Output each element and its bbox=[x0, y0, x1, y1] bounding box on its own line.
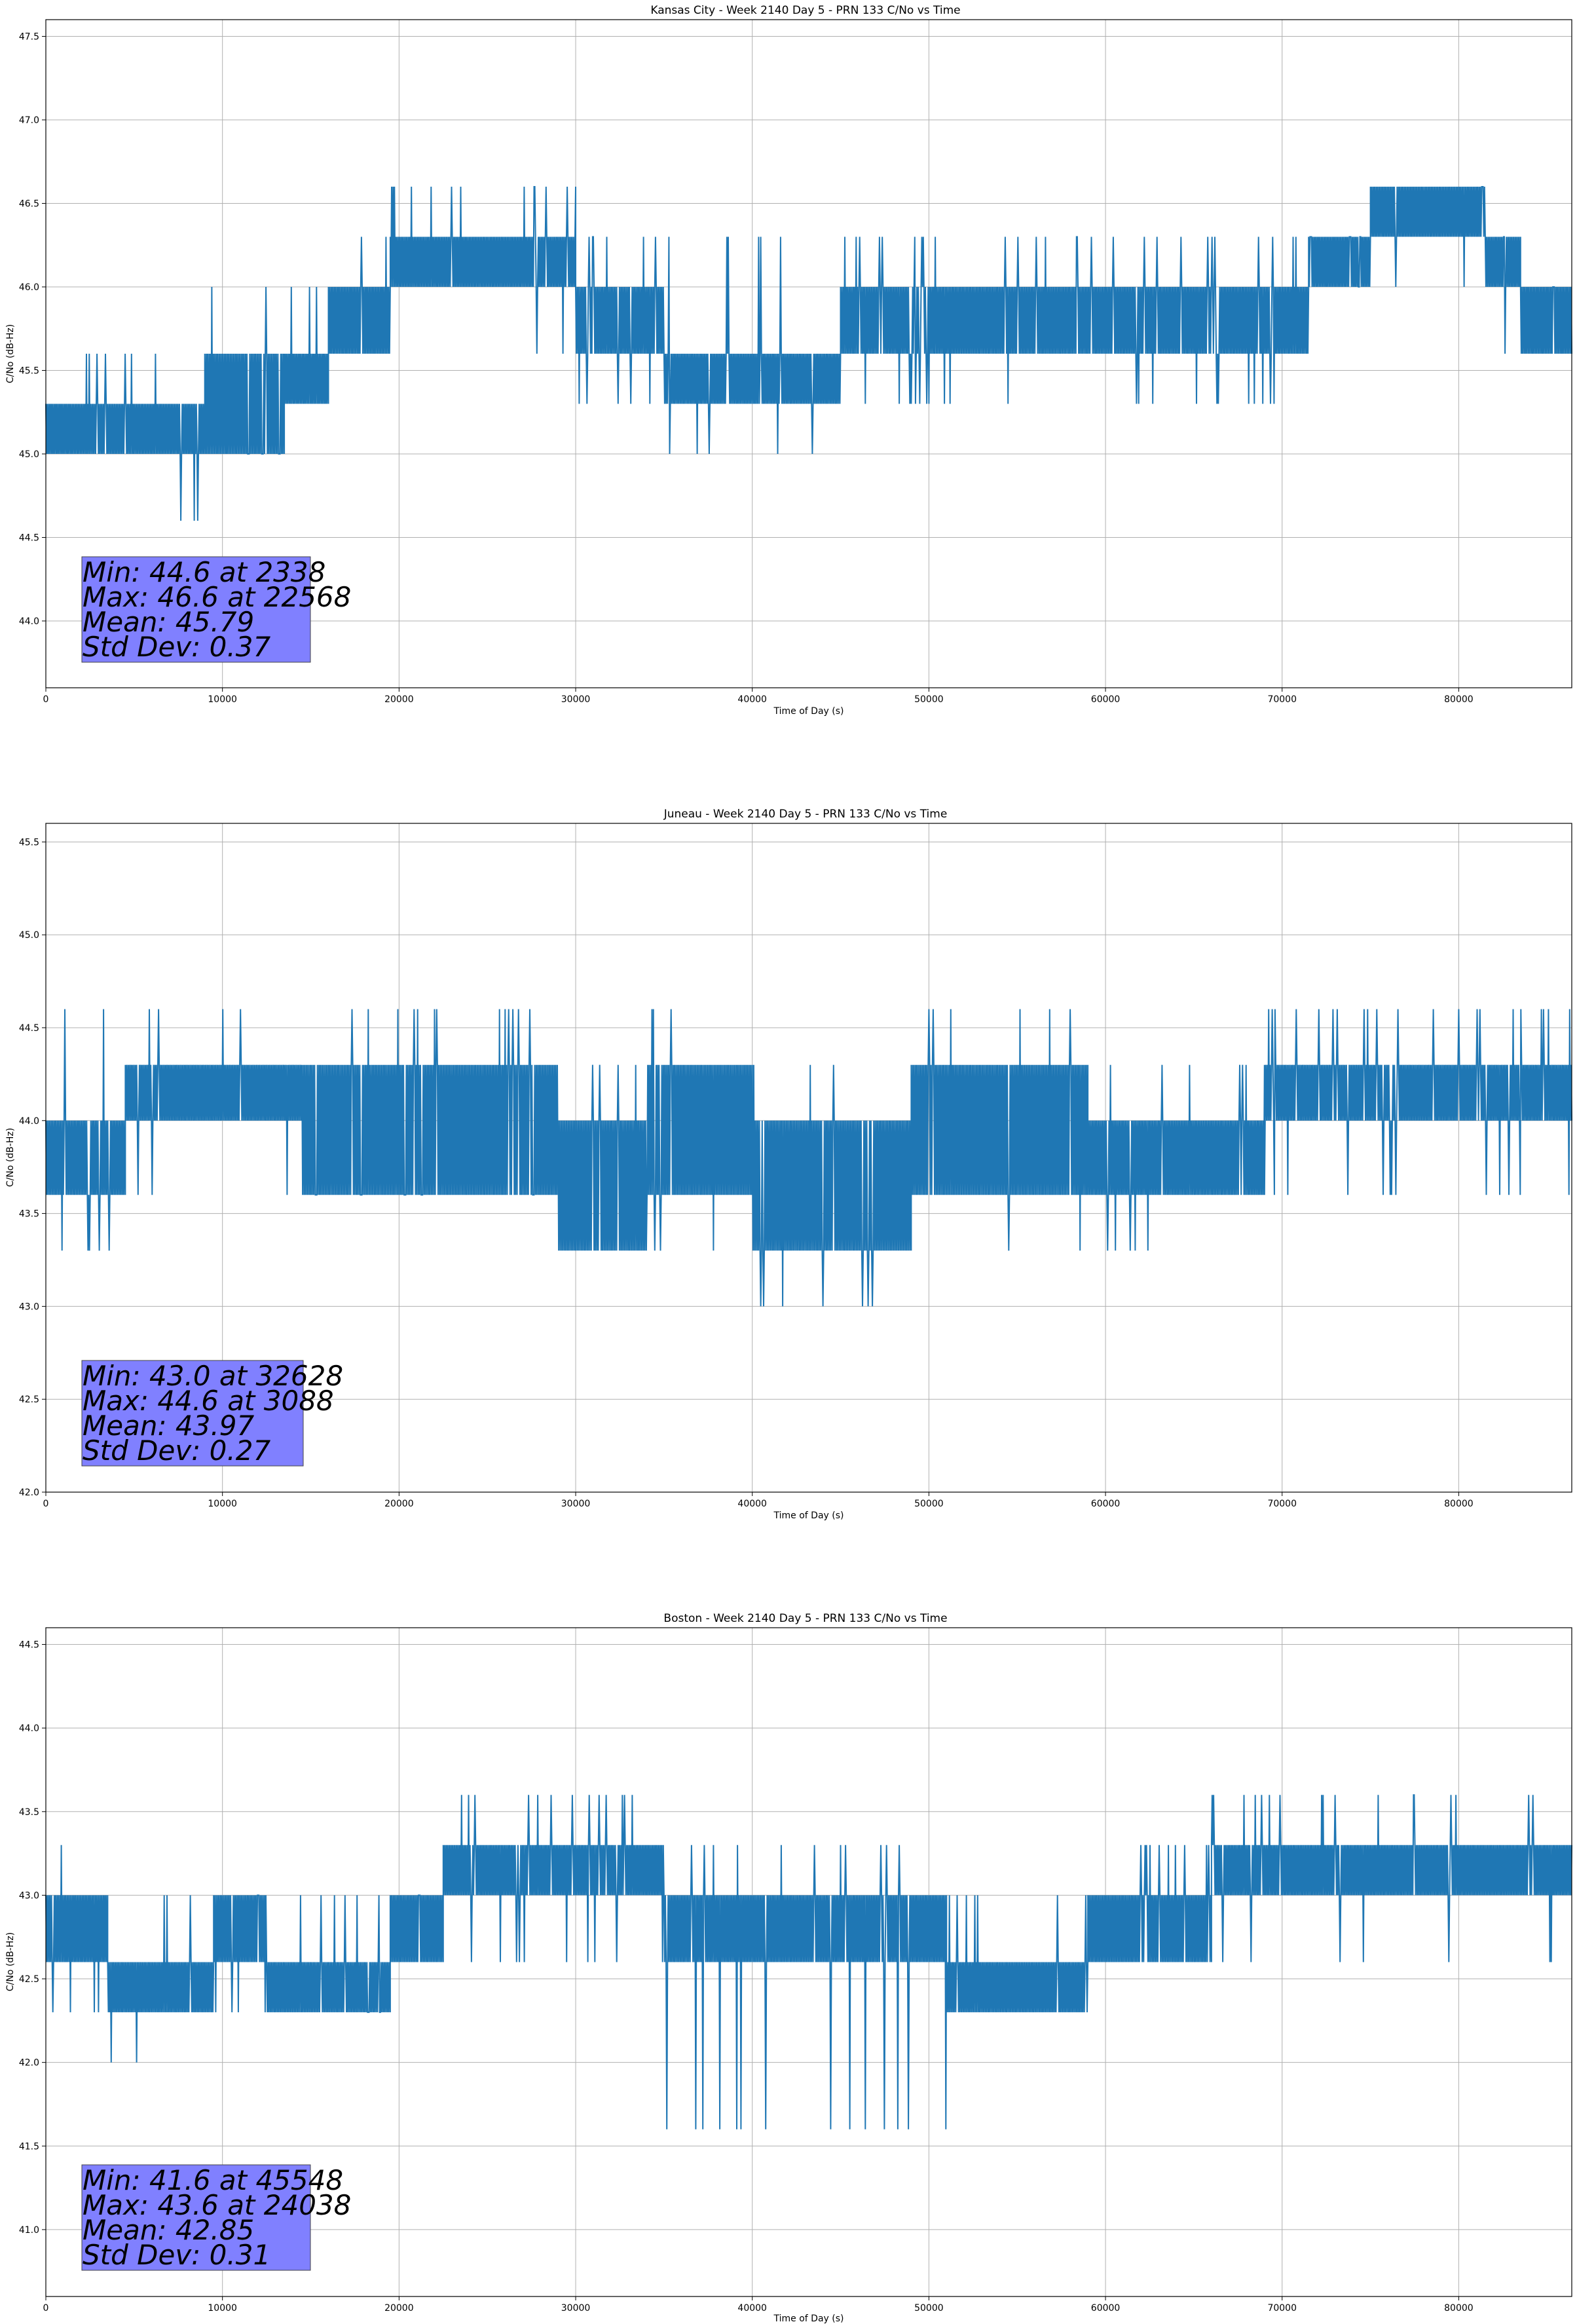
y-ticks: 44.0 44.5 45.0 45.5 46.0 46.5 47.0 47.5 bbox=[19, 32, 46, 627]
stats-box: Min: 41.6 at 45548 Max: 43.6 at 24038 Me… bbox=[81, 2164, 351, 2271]
stats-mean: Mean: 42.85 bbox=[83, 2214, 254, 2246]
stats-box: Min: 44.6 at 2338 Max: 46.6 at 22568 Mea… bbox=[81, 556, 351, 663]
x-tick-label: 30000 bbox=[561, 1499, 591, 1509]
y-tick-label: 44.5 bbox=[19, 1023, 39, 1034]
y-tick-label: 46.0 bbox=[19, 282, 39, 293]
x-tick-label: 50000 bbox=[914, 2303, 944, 2314]
y-tick-label: 43.0 bbox=[19, 1890, 39, 1901]
y-tick-label: 45.5 bbox=[19, 366, 39, 377]
stats-box-background bbox=[81, 1360, 304, 1467]
x-tick-label: 30000 bbox=[561, 694, 591, 705]
y-tick-label: 44.5 bbox=[19, 533, 39, 544]
x-tick-label: 60000 bbox=[1091, 694, 1121, 705]
y-tick-label: 42.5 bbox=[19, 1974, 39, 1985]
y-tick-label: 47.0 bbox=[19, 115, 39, 126]
y-tick-label: 43.5 bbox=[19, 1807, 39, 1818]
stats-max: Max: 46.6 at 22568 bbox=[83, 581, 351, 613]
chart-panel-juneau: Juneau - Week 2140 Day 5 - PRN 133 C/No … bbox=[5, 808, 1572, 1521]
stats-std-dev: Std Dev: 0.27 bbox=[83, 1434, 270, 1467]
series-line bbox=[45, 1794, 1572, 2129]
y-tick-label: 43.5 bbox=[19, 1209, 39, 1220]
x-ticks: 0 10000 20000 30000 40000 50000 60000 70000 8000… bbox=[43, 1492, 1474, 1509]
y-tick-label: 46.5 bbox=[19, 199, 39, 210]
x-axis-label: Time of Day (s) bbox=[773, 1510, 844, 1521]
y-tick-label: 45.0 bbox=[19, 930, 39, 941]
stats-box-background bbox=[81, 556, 311, 663]
axes-frame bbox=[45, 1627, 1572, 2297]
y-axis-label: C/No (dB-Hz) bbox=[5, 1932, 16, 1991]
x-tick-label: 10000 bbox=[208, 694, 237, 705]
x-axis-label: Time of Day (s) bbox=[773, 2314, 844, 2324]
x-tick-label: 40000 bbox=[737, 2303, 767, 2314]
x-ticks: 0 10000 20000 30000 40000 50000 60000 70000 8000… bbox=[43, 688, 1474, 705]
stats-min: Min: 43.0 at 32628 bbox=[83, 1360, 343, 1392]
x-tick-label: 70000 bbox=[1267, 694, 1297, 705]
chart-title: Boston - Week 2140 Day 5 - PRN 133 C/No … bbox=[663, 1612, 947, 1625]
x-tick-label: 80000 bbox=[1444, 694, 1474, 705]
y-axis-label: C/No (dB-Hz) bbox=[5, 324, 16, 383]
stats-mean: Mean: 45.79 bbox=[83, 606, 254, 638]
y-tick-label: 45.0 bbox=[19, 449, 39, 460]
stats-box-background bbox=[81, 2164, 311, 2271]
x-tick-label: 0 bbox=[43, 2303, 49, 2314]
stats-min: Min: 44.6 at 2338 bbox=[83, 556, 325, 588]
x-axis-label: Time of Day (s) bbox=[773, 706, 844, 717]
y-tick-label: 41.5 bbox=[19, 2141, 39, 2152]
x-tick-label: 40000 bbox=[737, 1499, 767, 1509]
chart-panel-boston: Boston - Week 2140 Day 5 - PRN 133 C/No … bbox=[5, 1612, 1572, 2324]
x-tick-label: 0 bbox=[43, 1499, 49, 1509]
y-tick-label: 45.5 bbox=[19, 837, 39, 848]
x-tick-label: 10000 bbox=[208, 1499, 237, 1509]
stats-mean: Mean: 43.97 bbox=[83, 1410, 254, 1442]
x-tick-label: 30000 bbox=[561, 2303, 591, 2314]
x-tick-label: 0 bbox=[43, 694, 49, 705]
stats-min: Min: 41.6 at 45548 bbox=[83, 2164, 343, 2196]
stats-std-dev: Std Dev: 0.37 bbox=[83, 631, 270, 663]
y-tick-label: 42.0 bbox=[19, 1488, 39, 1498]
series-line bbox=[45, 1009, 1572, 1307]
stats-max: Max: 43.6 at 24038 bbox=[83, 2189, 351, 2221]
chart-title: Kansas City - Week 2140 Day 5 - PRN 133 … bbox=[650, 4, 960, 17]
chart-panel-kansas-city: Kansas City - Week 2140 Day 5 - PRN 133 … bbox=[5, 4, 1572, 717]
y-ticks: 42.0 42.5 43.0 43.5 44.0 44.5 45.0 45.5 bbox=[19, 837, 46, 1498]
y-tick-label: 42.5 bbox=[19, 1395, 39, 1405]
y-ticks: 41.0 41.5 42.0 42.5 43.0 43.5 44.0 44.5 bbox=[19, 1640, 46, 2236]
y-tick-label: 43.0 bbox=[19, 1302, 39, 1312]
x-tick-label: 80000 bbox=[1444, 2303, 1474, 2314]
y-tick-label: 44.0 bbox=[19, 616, 39, 627]
stats-std-dev: Std Dev: 0.31 bbox=[83, 2239, 270, 2271]
x-tick-label: 70000 bbox=[1267, 2303, 1297, 2314]
stats-box: Min: 43.0 at 32628 Max: 44.6 at 3088 Mea… bbox=[81, 1360, 343, 1467]
y-tick-label: 47.5 bbox=[19, 32, 39, 43]
y-axis-label: C/No (dB-Hz) bbox=[5, 1128, 16, 1187]
x-tick-label: 70000 bbox=[1267, 1499, 1297, 1509]
x-tick-label: 60000 bbox=[1091, 2303, 1121, 2314]
x-tick-label: 20000 bbox=[384, 2303, 414, 2314]
x-tick-label: 50000 bbox=[914, 694, 944, 705]
x-tick-label: 80000 bbox=[1444, 1499, 1474, 1509]
y-tick-label: 44.5 bbox=[19, 1640, 39, 1651]
y-tick-label: 44.0 bbox=[19, 1116, 39, 1127]
x-tick-label: 40000 bbox=[737, 694, 767, 705]
axes-frame bbox=[45, 823, 1572, 1493]
x-tick-label: 60000 bbox=[1091, 1499, 1121, 1509]
y-tick-label: 44.0 bbox=[19, 1723, 39, 1734]
y-tick-label: 42.0 bbox=[19, 2058, 39, 2069]
chart-title: Juneau - Week 2140 Day 5 - PRN 133 C/No … bbox=[663, 808, 948, 821]
x-tick-label: 10000 bbox=[208, 2303, 237, 2314]
series-line bbox=[45, 186, 1572, 521]
axes-frame bbox=[45, 19, 1572, 688]
stats-max: Max: 44.6 at 3088 bbox=[83, 1385, 334, 1417]
x-tick-label: 50000 bbox=[914, 1499, 944, 1509]
y-tick-label: 41.0 bbox=[19, 2225, 39, 2236]
x-tick-label: 20000 bbox=[384, 694, 414, 705]
x-ticks: 0 10000 20000 30000 40000 50000 60000 70000 8000… bbox=[43, 2296, 1474, 2314]
x-tick-label: 20000 bbox=[384, 1499, 414, 1509]
